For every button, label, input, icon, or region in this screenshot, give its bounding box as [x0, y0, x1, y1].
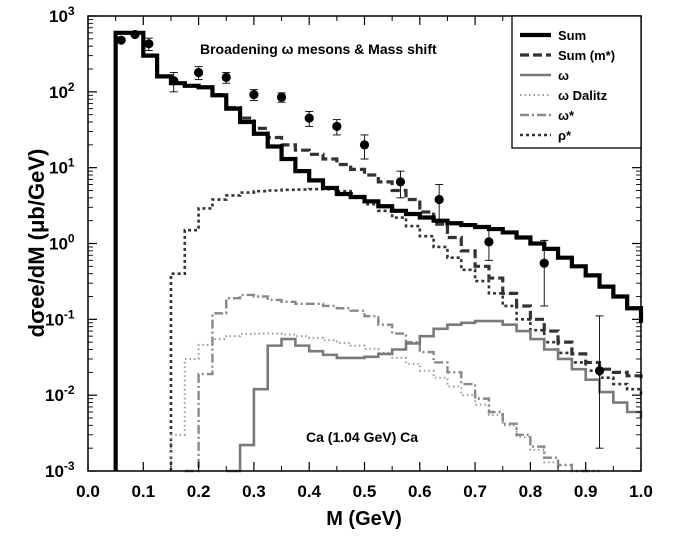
y-tick-label: 10-3 [45, 459, 75, 481]
y-tick-label: 10-2 [45, 383, 75, 405]
series-line [169, 187, 643, 471]
data-point [169, 76, 179, 86]
x-tick-label: 0.6 [408, 482, 432, 501]
data-point [539, 258, 549, 268]
y-tick-label: 10-1 [45, 307, 75, 329]
x-tick-label: 1.0 [629, 482, 653, 501]
legend-label: ρ* [558, 128, 572, 143]
series-line [114, 31, 643, 471]
y-tick-label: 100 [49, 232, 75, 254]
x-tick-label: 0.4 [297, 482, 321, 501]
legend-label: Sum [558, 28, 586, 43]
x-tick-label: 0.0 [76, 482, 100, 501]
x-tick-label: 0.5 [353, 482, 377, 501]
legend-label: Sum (m*) [558, 48, 615, 63]
data-point [221, 72, 231, 82]
series-line [184, 293, 600, 473]
data-point [484, 237, 494, 247]
data-point [594, 366, 605, 376]
x-tick-label: 0.7 [463, 482, 487, 501]
series-line [226, 319, 643, 473]
y-tick-label: 101 [49, 156, 75, 178]
series-line [169, 332, 560, 471]
legend-label: ω [558, 68, 569, 83]
x-tick-label: 0.9 [574, 482, 598, 501]
legend-box [511, 15, 642, 149]
data-points-layer [116, 29, 605, 449]
series-layer [113, 30, 644, 473]
y-tick-labels: 10-3 10-2 10-1 100 101 102 103 [45, 4, 75, 481]
data-point [304, 113, 314, 123]
chart-annotation: Ca (1.04 GeV) Ca [306, 429, 418, 445]
x-tick-labels: 0.0 0.1 0.2 0.3 0.4 0.5 0.6 0.7 0.8 0.9 1.0 [76, 482, 653, 501]
data-point [359, 140, 370, 150]
x-tick-label: 0.1 [131, 482, 155, 501]
y-tick-label: 103 [49, 4, 75, 26]
legend-label: ω Dalitz [558, 88, 608, 103]
data-point [144, 39, 154, 49]
data-point [434, 194, 444, 205]
chart-title: Broadening ω mesons & Mass shift [200, 41, 437, 57]
data-point [116, 35, 126, 45]
x-tick-label: 0.3 [242, 482, 266, 501]
legend-label: ω* [558, 108, 575, 123]
legend: Sum Sum (m*) ω ω Dalitz ω* ρ* [511, 15, 642, 149]
y-axis-label: dσee/dM (μb/GeV) [24, 149, 49, 338]
x-tick-label: 0.8 [519, 482, 543, 501]
data-point [249, 89, 259, 100]
y-tick-label: 102 [49, 80, 75, 102]
x-axis-label: M (GeV) [326, 508, 402, 530]
x-tick-label: 0.2 [187, 482, 211, 501]
data-point [332, 121, 342, 132]
ticks-layer [87, 15, 642, 472]
data-point [276, 92, 287, 102]
data-point [395, 177, 406, 187]
data-point [130, 29, 140, 40]
series-line [113, 30, 644, 471]
data-point [194, 67, 204, 78]
